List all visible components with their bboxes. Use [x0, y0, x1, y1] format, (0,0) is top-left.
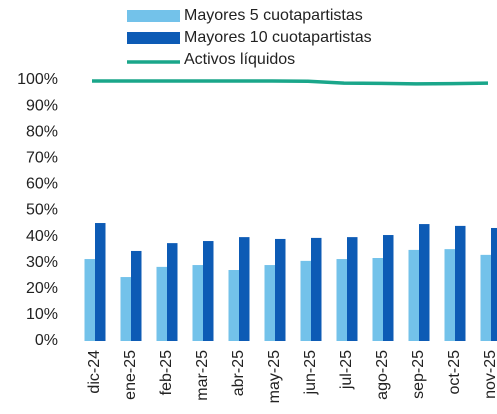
- bar: [95, 223, 106, 341]
- y-tick-label: 70%: [26, 150, 58, 167]
- legend-label: Mayores 5 cuotapartistas: [184, 7, 363, 24]
- bar: [419, 224, 430, 341]
- x-tick-label: ene-25: [122, 350, 139, 400]
- bar: [347, 237, 358, 341]
- legend-label: Mayores 10 cuotapartistas: [184, 29, 372, 46]
- x-tick-label: jul-25: [338, 350, 355, 390]
- x-tick-label: ago-25: [374, 350, 391, 400]
- bar: [192, 265, 203, 341]
- y-tick-label: 60%: [26, 176, 58, 193]
- bar: [228, 270, 239, 341]
- x-tick-label: feb-25: [158, 350, 175, 395]
- x-tick-label: nov-25: [482, 350, 497, 399]
- bar: [131, 250, 142, 341]
- bar: [275, 238, 286, 341]
- legend-label: Activos líquidos: [184, 51, 295, 68]
- x-tick-label: sep-25: [410, 350, 427, 399]
- bar: [491, 227, 497, 341]
- x-tick-label: oct-25: [446, 350, 463, 395]
- y-tick-label: 20%: [26, 280, 58, 297]
- bar: [167, 243, 178, 341]
- bar: [311, 237, 322, 341]
- bar: [383, 235, 394, 341]
- legend-swatch: [127, 10, 180, 22]
- x-tick-label: mar-25: [194, 350, 211, 401]
- x-tick-label: jun-25: [302, 350, 319, 396]
- bar: [444, 249, 455, 341]
- y-tick-label: 10%: [26, 306, 58, 323]
- y-tick-label: 80%: [26, 123, 58, 140]
- line: [92, 79, 489, 86]
- x-tick-label: abr-25: [230, 350, 247, 396]
- x-tick-label: may-25: [266, 350, 283, 403]
- bar: [84, 259, 95, 341]
- y-tick-label: 0%: [35, 332, 58, 349]
- legend-swatch: [127, 32, 180, 44]
- bar: [264, 265, 275, 341]
- bar: [239, 237, 250, 341]
- x-tick-label: dic-24: [86, 350, 103, 394]
- bar: [300, 260, 311, 341]
- bar: [156, 266, 167, 341]
- y-tick-label: 100%: [17, 71, 58, 88]
- bar: [336, 259, 347, 341]
- bar: [408, 249, 419, 341]
- y-tick-label: 40%: [26, 228, 58, 245]
- y-tick-label: 30%: [26, 254, 58, 271]
- bar: [203, 241, 214, 341]
- bar: [480, 254, 491, 341]
- bar: [455, 225, 466, 341]
- y-tick-label: 50%: [26, 202, 58, 219]
- bar: [372, 258, 383, 341]
- y-tick-label: 90%: [26, 97, 58, 114]
- bar: [120, 277, 131, 341]
